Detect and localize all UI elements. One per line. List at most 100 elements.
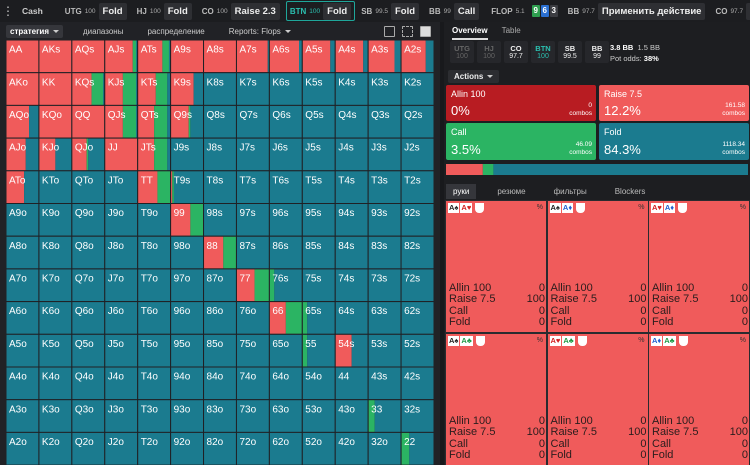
strategy-segment: [335, 268, 369, 302]
action-button[interactable]: Raise 2.3: [230, 2, 280, 20]
hand-label: J2o: [108, 437, 125, 448]
strategy-segment: [335, 72, 369, 106]
strategy-segment: [236, 138, 270, 171]
hand-box[interactable]: A♥ A♦% Allin 100 0 Raise 7.5 100 Call 0 Fold 0: [648, 200, 750, 333]
hand-percent: %: [638, 337, 645, 344]
hand-label: 73o: [239, 404, 256, 415]
strategy-segment: [401, 40, 426, 73]
tab[interactable]: Table: [501, 26, 521, 35]
seat-box[interactable]: UTG 100: [450, 41, 474, 63]
tab[interactable]: стратегия: [6, 24, 63, 38]
tab[interactable]: фильтры: [553, 187, 587, 196]
hand-label: 54o: [305, 372, 322, 383]
apply-button[interactable]: Применить действие: [746, 2, 750, 20]
hand-label: 33: [371, 404, 383, 415]
seat[interactable]: CO 100 Raise 2.3: [198, 1, 284, 21]
strategy-segment: [425, 40, 434, 73]
tab[interactable]: Blockers: [614, 187, 646, 196]
strategy-segment: [269, 432, 303, 465]
hand-label: 82o: [207, 437, 224, 448]
seat[interactable]: HJ 100 Fold: [133, 1, 196, 21]
row-label: Call: [550, 304, 570, 317]
strategy-segment: [269, 334, 303, 367]
action-box[interactable]: Allin 100 0% 0 combos: [446, 85, 596, 121]
hand-label: QJo: [75, 143, 94, 154]
strategy-segment: [104, 40, 133, 73]
tab[interactable]: Overview: [452, 26, 488, 40]
strategy-segment: [302, 72, 336, 106]
action-button[interactable]: Fold: [163, 2, 192, 20]
hand-label: 92s: [404, 208, 420, 219]
row-value: 0: [640, 437, 647, 450]
seat-box[interactable]: SB 99.5: [558, 41, 582, 63]
tab-label: Reports: Flops: [228, 26, 281, 36]
hand-label: T4s: [338, 175, 355, 186]
actions-menu[interactable]: Actions: [448, 70, 500, 83]
seat[interactable]: SB 99.5 Fold: [357, 1, 423, 21]
strategy-segment: [155, 72, 168, 106]
hand-box[interactable]: A♦ A♣% Allin 100 0 Raise 7.5 100 Call 0 Fold 0: [648, 333, 750, 465]
seat[interactable]: UTG 100 Fold: [61, 1, 131, 21]
tab[interactable]: диапазоны: [79, 25, 127, 38]
hand-label: 93s: [371, 208, 387, 219]
action-button[interactable]: Fold: [323, 2, 352, 20]
tab[interactable]: распределение: [143, 25, 208, 38]
actions-menu-label: Actions: [454, 72, 484, 81]
hand-label: A4o: [9, 372, 27, 383]
tab[interactable]: резюме: [497, 187, 526, 196]
seat[interactable]: BB 99 Call: [425, 1, 483, 21]
hand-box[interactable]: A♥ A♣% Allin 100 0 Raise 7.5 100 Call 0 Fold 0: [546, 333, 649, 465]
strategy-segment: [38, 334, 72, 367]
seat-box[interactable]: BB 99: [585, 41, 609, 63]
action-button[interactable]: Call: [453, 2, 480, 20]
seat-stack: 99.5: [563, 53, 577, 60]
hand-box[interactable]: A♠ A♦% Allin 100 0 Raise 7.5 100 Call 0 Fold 0: [546, 200, 649, 333]
apply-button[interactable]: Применить действие: [597, 2, 706, 20]
strategy-segment: [122, 105, 137, 139]
hand-label: KQs: [75, 77, 94, 88]
action-button[interactable]: Fold: [98, 2, 127, 20]
strategy-segment: [137, 203, 171, 237]
hand-label: KJs: [108, 77, 125, 88]
seat-position: UTG: [454, 44, 470, 53]
seat-box[interactable]: HJ 100: [477, 41, 501, 63]
hand-label: 86o: [207, 306, 224, 317]
seat[interactable]: BTN 100 Fold: [285, 1, 356, 21]
strategy-segment: [104, 268, 138, 302]
seat-box[interactable]: BTN 100: [531, 41, 555, 63]
row-label: Call: [550, 437, 570, 450]
tab[interactable]: руки: [446, 184, 477, 199]
mode-label[interactable]: Cash: [22, 6, 43, 16]
action-button[interactable]: Fold: [390, 2, 420, 20]
tab[interactable]: Reports: Flops: [225, 25, 295, 38]
strategy-tabs: стратегия диапазоны распределение Reports: …: [6, 24, 295, 38]
action-box[interactable]: Call 3.5% 46.09 combos: [446, 123, 596, 160]
hand-label: J2s: [404, 143, 420, 154]
hand-box[interactable]: A♠ A♥% Allin 100 0 Raise 7.5 100 Call 0 Fold 0: [445, 200, 547, 333]
tab-label: диапазоны: [83, 26, 124, 36]
hand-label: JTs: [141, 143, 156, 154]
strategy-segment: [104, 170, 138, 204]
menu-icon[interactable]: ⋮: [2, 4, 14, 18]
view-icon[interactable]: [402, 26, 413, 37]
strategy-segment: [71, 105, 105, 139]
action-box[interactable]: Fold 84.3% 1118.34 combos: [599, 123, 749, 160]
hand-label: K3s: [371, 77, 388, 88]
strategy-segment: [236, 399, 270, 433]
strategy-segment: [269, 268, 275, 302]
strategy-segment: [71, 367, 105, 400]
strategy-segment: [269, 367, 303, 400]
row-value: 0: [640, 315, 647, 328]
strategy-segment: [236, 72, 270, 106]
strategy-segment: [374, 399, 402, 433]
blocker-icon: [475, 336, 485, 346]
hand-box[interactable]: A♠ A♣% Allin 100 0 Raise 7.5 100 Call 0 Fold 0: [445, 333, 547, 465]
strategy-segment: [137, 236, 171, 269]
view-icon[interactable]: [384, 26, 395, 37]
hand-row: Call 0: [449, 305, 545, 317]
hand-label: AQo: [9, 110, 29, 121]
hand-label: 96o: [174, 306, 191, 317]
seat-box[interactable]: CO 97.7: [504, 41, 528, 63]
view-icon[interactable]: [420, 26, 431, 37]
action-box[interactable]: Raise 7.5 12.2% 161.58 combos: [599, 85, 749, 121]
